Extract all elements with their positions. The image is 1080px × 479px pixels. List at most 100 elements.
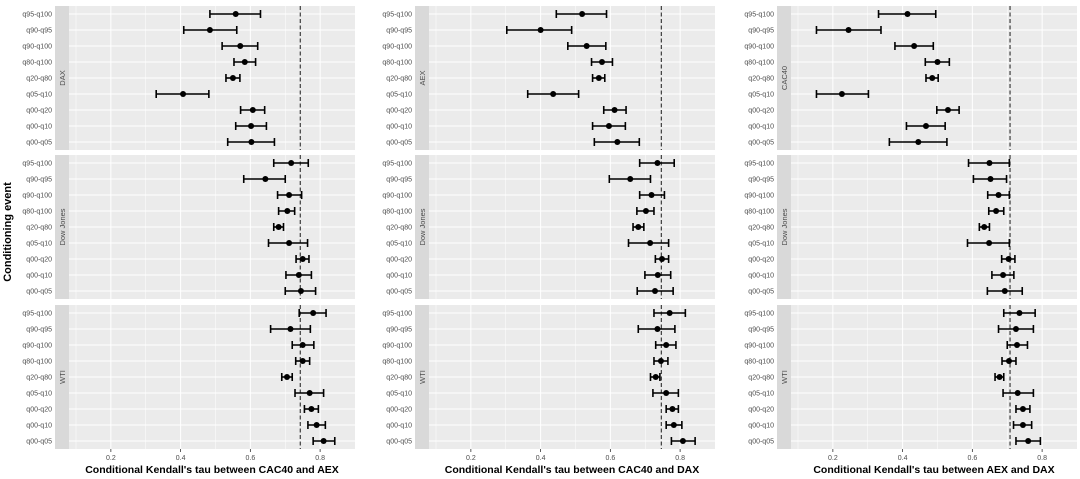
- point-estimate: [248, 123, 255, 129]
- y-tick-label: q00-q10: [748, 423, 774, 430]
- point-estimate: [249, 107, 256, 113]
- facet-panel: WTI q95-q100 q90-q95 q90-q100 q80-q100 q20-q8…: [744, 305, 1077, 462]
- y-tick-label: q90-q100: [22, 44, 52, 51]
- point-estimate: [669, 406, 676, 412]
- estimate-q20-q80: [272, 223, 285, 231]
- point-estimate: [605, 123, 612, 129]
- point-estimate: [284, 208, 291, 214]
- y-tick-label: q00-q05: [386, 289, 412, 296]
- point-estimate: [1001, 288, 1008, 294]
- y-tick-label: q90-q100: [382, 193, 412, 200]
- estimate-q90-q95: [242, 175, 287, 183]
- estimate-q90-q95: [505, 26, 573, 34]
- x-tick-label: 0.8: [675, 455, 685, 462]
- estimate-q95-q100: [967, 159, 1011, 167]
- estimate-q00-q20: [665, 405, 680, 413]
- y-tick-label: q20-q80: [386, 225, 412, 232]
- point-estimate: [299, 256, 306, 262]
- y-tick-label: q00-q05: [26, 439, 52, 446]
- point-estimate: [297, 288, 304, 294]
- point-estimate: [1019, 406, 1026, 412]
- estimate-q00-q10: [234, 122, 268, 130]
- y-tick-label: q95-q100: [744, 311, 774, 318]
- y-tick-label: q95-q100: [382, 311, 412, 318]
- point-estimate: [287, 326, 294, 332]
- point-estimate: [288, 160, 295, 166]
- facet-strip: [55, 6, 69, 150]
- estimate-q90-q95: [608, 175, 652, 183]
- y-tick-label: q90-q100: [744, 343, 774, 350]
- y-tick-label: q05-q10: [26, 241, 52, 248]
- estimate-q05-q10: [294, 389, 325, 397]
- estimate-q80-q100: [590, 58, 614, 66]
- point-estimate: [986, 160, 993, 166]
- estimate-q20-q80: [649, 373, 661, 381]
- point-estimate: [670, 422, 677, 428]
- x-tick-label: 0.6: [967, 455, 977, 462]
- y-tick-label: q95-q100: [382, 161, 412, 168]
- y-tick-label: q20-q80: [748, 375, 774, 382]
- facet-panel: AEX q95-q100 q90-q95 q90-q100 q80-q100 q20-q8…: [382, 6, 715, 150]
- y-tick-label: q05-q10: [386, 391, 412, 398]
- y-tick-label: q90-q95: [748, 327, 774, 334]
- estimate-q80-q100: [294, 357, 311, 365]
- point-estimate: [981, 224, 988, 230]
- estimate-q00-q10: [665, 421, 683, 429]
- y-tick-label: q00-q05: [748, 289, 774, 296]
- estimate-q90-q100: [654, 341, 677, 349]
- y-tick-label: q90-q100: [744, 44, 774, 51]
- point-estimate: [1014, 390, 1021, 396]
- y-tick-label: q00-q10: [26, 273, 52, 280]
- y-tick-label: q80-q100: [22, 60, 52, 67]
- point-estimate: [1025, 438, 1032, 444]
- y-tick-label: q00-q10: [386, 124, 412, 131]
- estimate-q20-q80: [994, 373, 1005, 381]
- facet-panel: DAX q95-q100 q90-q95 q90-q100 q80-q100 q20-q8…: [22, 6, 355, 150]
- point-estimate: [579, 11, 586, 17]
- chart-column-1: DAX q95-q100 q90-q95 q90-q100 q80-q100 q20-q8…: [22, 6, 355, 476]
- facet-strip: [415, 305, 429, 449]
- y-tick-label: q00-q10: [386, 273, 412, 280]
- estimate-q90-q95: [815, 26, 882, 34]
- estimate-q80-q100: [924, 58, 951, 66]
- estimate-q00-q10: [307, 421, 327, 429]
- estimate-q90-q100: [221, 42, 259, 50]
- chart-column-3: CAC40 q95-q100 q90-q95 q90-q100 q80-q100 q20-…: [744, 6, 1077, 476]
- facet-strip: [777, 155, 791, 299]
- estimate-q20-q80: [632, 223, 645, 231]
- y-tick-label: q00-q10: [748, 273, 774, 280]
- point-estimate: [987, 176, 994, 182]
- point-estimate: [904, 11, 911, 17]
- y-tick-label: q05-q10: [748, 92, 774, 99]
- point-estimate: [237, 43, 244, 49]
- point-estimate: [313, 422, 320, 428]
- y-tick-label: q95-q100: [382, 12, 412, 19]
- y-tick-label: q00-q20: [386, 108, 412, 115]
- y-tick-label: q20-q80: [26, 375, 52, 382]
- x-axis-title: Conditional Kendall's tau between CAC40 …: [445, 464, 700, 476]
- x-tick-label: 0.2: [828, 455, 838, 462]
- y-tick-label: q20-q80: [26, 76, 52, 83]
- estimate-q20-q80: [225, 74, 241, 82]
- point-estimate: [986, 240, 993, 246]
- estimate-q00-q20: [602, 106, 627, 114]
- estimate-q90-q100: [567, 42, 607, 50]
- point-estimate: [308, 406, 315, 412]
- y-tick-label: q80-q100: [382, 359, 412, 366]
- y-tick-label: q20-q80: [748, 76, 774, 83]
- point-estimate: [993, 208, 1000, 214]
- y-tick-label: q90-q95: [26, 327, 52, 334]
- estimate-q20-q80: [925, 74, 939, 82]
- estimate-q00-q05: [226, 138, 276, 146]
- estimate-q90-q100: [276, 191, 303, 199]
- estimate-q00-q05: [636, 287, 674, 295]
- facet-panel: CAC40 q95-q100 q90-q95 q90-q100 q80-q100 q20-…: [744, 6, 1077, 150]
- estimate-q00-q05: [593, 138, 641, 146]
- y-tick-label: q05-q10: [26, 92, 52, 99]
- y-tick-label: q95-q100: [22, 161, 52, 168]
- estimate-q20-q80: [591, 74, 606, 82]
- point-estimate: [306, 390, 313, 396]
- y-tick-label: q00-q05: [386, 140, 412, 147]
- estimate-q80-q100: [636, 207, 655, 215]
- estimate-q00-q20: [654, 255, 670, 263]
